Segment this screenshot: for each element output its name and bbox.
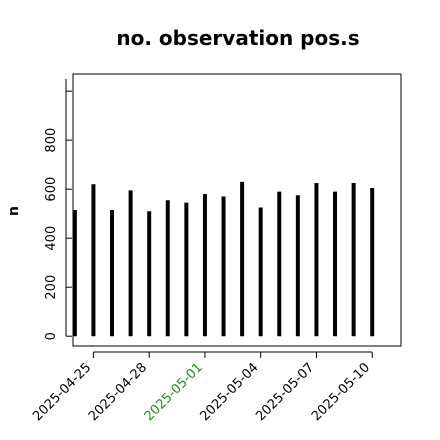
x-tick-label: 2025-04-28 <box>86 360 150 424</box>
y-tick-label: 600 <box>44 177 59 202</box>
bars <box>72 181 375 337</box>
y-axis: 0 200 400 600 800 <box>44 78 72 340</box>
x-axis: 2025-04-252025-04-282025-05-012025-05-04… <box>30 351 373 424</box>
x-tick-label: 2025-04-25 <box>30 360 94 424</box>
x-tick-label: 2025-05-10 <box>309 360 373 424</box>
chart-title: no. observation pos.s <box>116 26 359 50</box>
y-tick-label: 200 <box>44 275 59 300</box>
y-tick-label: 400 <box>44 226 59 251</box>
y-tick-label: 800 <box>44 128 59 153</box>
x-tick-label: 2025-05-07 <box>253 360 317 424</box>
y-axis-label: n <box>6 206 22 216</box>
x-tick-label: 2025-05-01 <box>142 360 206 424</box>
y-tick-label: 0 <box>44 332 59 340</box>
x-tick-label: 2025-05-04 <box>197 360 261 424</box>
